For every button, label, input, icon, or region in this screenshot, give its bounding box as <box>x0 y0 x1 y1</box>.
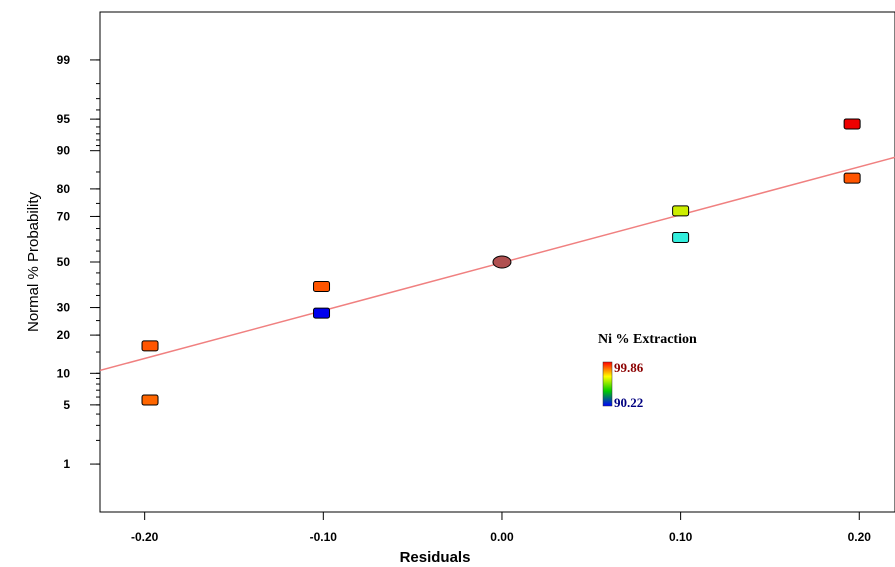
y-tick-label: 70 <box>57 209 71 223</box>
y-tick-label: 5 <box>63 398 70 412</box>
color-legend: Ni % Extraction 99.86 90.22 <box>598 332 697 410</box>
y-tick-label: 10 <box>57 366 71 380</box>
x-axis-title: Residuals <box>400 549 471 566</box>
x-tick-label: 0.10 <box>669 530 693 544</box>
data-point <box>492 255 512 269</box>
y-axis-title: Normal % Probability <box>25 191 42 332</box>
y-tick-label: 90 <box>57 144 71 158</box>
x-tick-label: -0.10 <box>310 530 338 544</box>
y-tick-label: 1 <box>63 457 70 471</box>
data-point <box>843 172 861 184</box>
legend-max-label: 99.86 <box>614 360 644 375</box>
y-tick-label: 99 <box>57 53 71 67</box>
y-tick-label: 30 <box>57 301 71 315</box>
data-point <box>313 307 331 319</box>
y-tick-label: 20 <box>57 328 71 342</box>
data-point <box>141 340 159 352</box>
x-axis-ticks: -0.20 -0.10 0.00 0.10 0.20 <box>131 512 871 544</box>
data-point <box>672 232 690 244</box>
y-tick-label: 95 <box>57 112 71 126</box>
y-tick-label: 80 <box>57 182 71 196</box>
legend-min-label: 90.22 <box>614 395 643 410</box>
x-tick-label: -0.20 <box>131 530 159 544</box>
data-point <box>672 205 690 217</box>
x-tick-label: 0.00 <box>490 530 514 544</box>
data-point <box>843 118 861 130</box>
legend-color-bar <box>602 361 613 407</box>
y-axis-ticks: 1 5 10 20 30 50 70 80 90 95 99 <box>57 53 100 471</box>
legend-title: Ni % Extraction <box>598 332 697 347</box>
data-points <box>141 118 861 406</box>
data-point <box>313 280 331 292</box>
y-tick-label: 50 <box>57 255 71 269</box>
data-point <box>141 394 159 406</box>
x-tick-label: 0.20 <box>848 530 872 544</box>
